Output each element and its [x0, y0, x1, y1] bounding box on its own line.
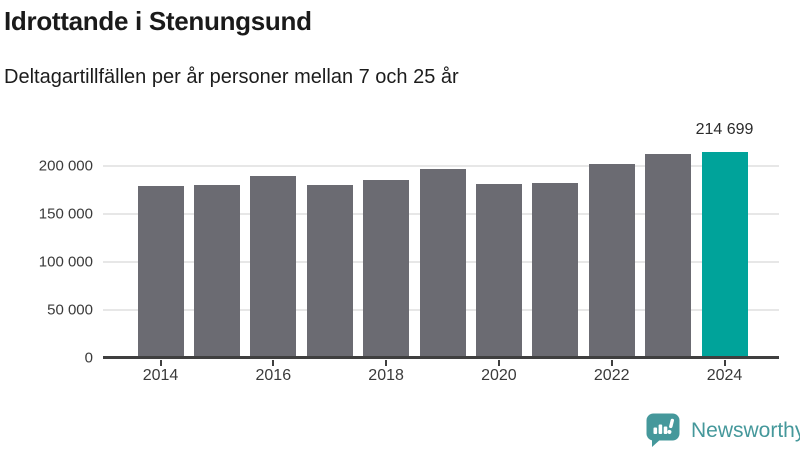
chart-title: Idrottande i Stenungsund: [4, 6, 312, 36]
y-axis: 0 50 000 100 000 150 000 200 000: [0, 143, 93, 367]
x-tick-label: 2020: [481, 367, 517, 384]
bar-2023: [645, 153, 692, 358]
brand-footer: Newsworthy: [645, 412, 800, 449]
y-tick-label: 0: [84, 349, 93, 367]
x-tick-label: 2022: [593, 367, 630, 384]
x-tick: [723, 360, 726, 366]
bar-2020: [475, 183, 522, 358]
bar-2018: [363, 179, 410, 358]
plot-area: 2014 2016 2018 2020 2022 2024 214 699: [103, 121, 779, 384]
bar-2022: [588, 163, 635, 358]
x-tick-label: 2014: [142, 367, 179, 384]
bar-2017: [306, 184, 353, 358]
y-tick-label: 50 000: [47, 301, 93, 319]
x-axis-line: [103, 356, 779, 359]
x-tick-label: 2024: [706, 367, 743, 384]
bar-2021: [532, 183, 579, 358]
value-label: 214 699: [695, 120, 754, 138]
bar-2019: [419, 169, 466, 358]
x-tick: [497, 360, 500, 366]
bar-2014: [137, 186, 184, 358]
x-tick: [272, 360, 275, 366]
x-tick: [610, 360, 613, 366]
bar-2016: [250, 176, 297, 358]
newsworthy-logo-icon: [646, 413, 680, 447]
x-tick-label: 2018: [368, 367, 404, 384]
chart-subtitle: Deltagartillfällen per år personer mella…: [4, 66, 459, 88]
y-tick-label: 150 000: [38, 205, 93, 223]
y-tick-label: 100 000: [38, 253, 93, 271]
bar-2015: [193, 185, 240, 358]
y-tick-label: 200 000: [38, 157, 93, 175]
bar-2024: [701, 151, 748, 358]
gridline: [103, 165, 779, 167]
x-tick-label: 2016: [255, 367, 292, 384]
brand-name: Newsworthy: [691, 419, 800, 442]
x-tick: [159, 360, 162, 366]
x-tick: [385, 360, 388, 366]
